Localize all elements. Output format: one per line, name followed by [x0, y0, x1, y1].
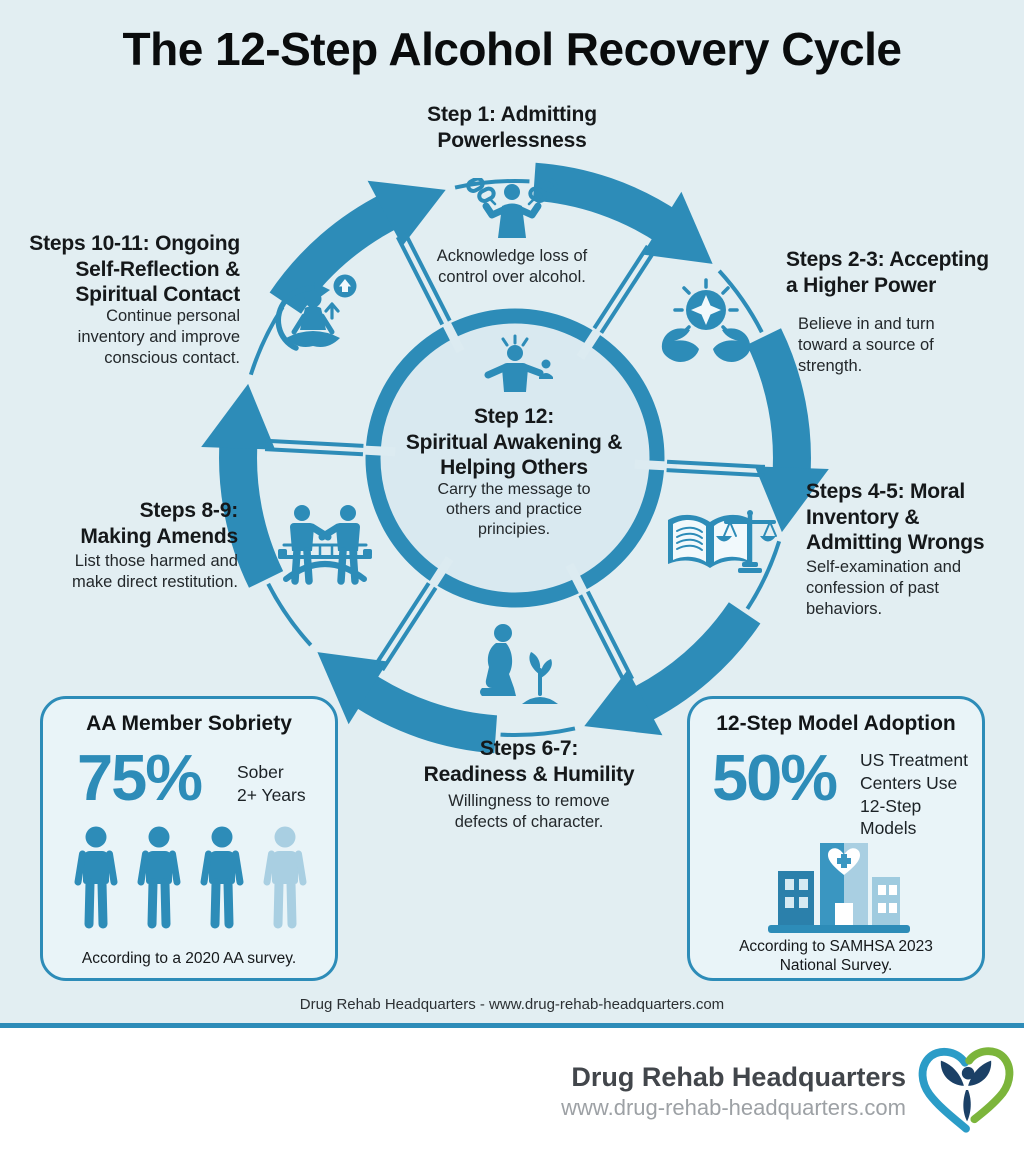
brand-url: www.drug-rehab-headquarters.com [561, 1095, 906, 1121]
step1-desc: Acknowledge loss of control over alcohol… [436, 247, 588, 286]
handshake-bridge-icon [278, 505, 372, 585]
brand-name: Drug Rehab Headquarters [571, 1061, 906, 1092]
steps67-heading: Steps 6-7: Readiness & Humility [423, 737, 635, 786]
steps1011-heading: Steps 10-11: Ongoing Self-Reflection & S… [29, 232, 240, 307]
steps89-heading: Steps 8-9: Making Amends [80, 499, 238, 548]
recovery-cycle-ring [195, 138, 835, 778]
stat-panel-adoption: 12-Step Model Adoption 50% US Treatment … [687, 696, 985, 981]
brand-bar: Drug Rehab Headquarters www.drug-rehab-h… [0, 1028, 1024, 1154]
hands-holding-light-icon [661, 278, 751, 362]
step12-desc: Carry the message to others and practice… [437, 481, 591, 539]
heart-person-logo [918, 1047, 1014, 1133]
steps23-desc: Believe in and turn toward a source of s… [798, 315, 935, 375]
footer-credit-line: Drug Rehab Headquarters - www.drug-rehab… [299, 996, 725, 1013]
stat-adoption-caption: According to SAMHSA 2023 National Survey… [739, 938, 933, 975]
page-title: The 12-Step Alcohol Recovery Cycle [122, 23, 902, 75]
stat-panel-sobriety: AA Member Sobriety 75% Sober 2+ Years [40, 696, 338, 981]
infographic-canvas: The 12-Step Alcohol Recovery Cycle [0, 0, 1024, 1023]
steps45-heading: Steps 4-5: Moral Inventory & Admitting W… [806, 480, 985, 555]
stat-adoption-value: 50% [712, 741, 838, 814]
meditation-progress-icon [275, 274, 357, 351]
footer-divider [0, 1023, 1024, 1028]
stat-sobriety-caption: According to a 2020 AA survey. [81, 950, 297, 967]
steps89-desc: List those harmed and make direct restit… [72, 552, 238, 591]
step1-heading: Step 1: Admitting Powerlessness [427, 103, 597, 152]
broken-chains-person-icon [466, 178, 558, 238]
stat-adoption-label: US Treatment Centers Use 12-Step Models [860, 750, 968, 839]
stat-sobriety-title: AA Member Sobriety [86, 712, 292, 735]
book-and-scales-icon [668, 510, 777, 573]
step12-heading: Step 12: Spiritual Awakening & Helping O… [405, 405, 623, 480]
stat-sobriety-value: 75% [77, 741, 203, 814]
people-row-icon [70, 825, 314, 937]
kneeling-person-sprout-icon [480, 624, 558, 704]
stat-adoption-title: 12-Step Model Adoption [716, 712, 956, 735]
steps1011-desc: Continue personal inventory and improve … [77, 307, 240, 367]
speaker-sunrise-helping-icon [484, 334, 553, 392]
steps23-heading: Steps 2-3: Accepting a Higher Power [786, 248, 989, 297]
stat-sobriety-label: Sober 2+ Years [237, 762, 306, 805]
brand-text: Drug Rehab Headquarters www.drug-rehab-h… [561, 1061, 906, 1121]
steps45-desc: Self-examination and confession of past … [806, 558, 962, 618]
steps67-desc: Willingness to remove defects of charact… [448, 792, 610, 831]
treatment-center-building-icon [768, 843, 910, 933]
